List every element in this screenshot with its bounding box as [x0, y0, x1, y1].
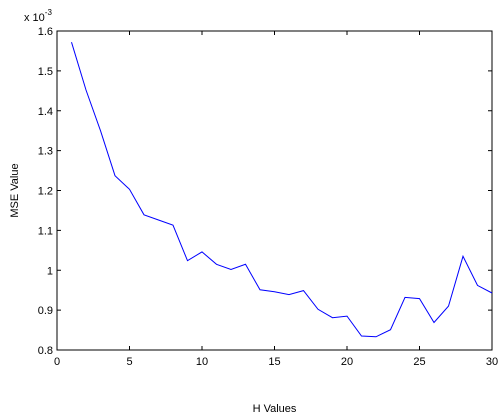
y-scale-factor: x 10-3 [24, 8, 52, 24]
mse-series-line [71, 42, 493, 338]
x-tick-label: 10 [196, 356, 208, 368]
y-tick-label: 1 [47, 265, 53, 277]
y-tick-label: 1.4 [38, 106, 53, 118]
y-tick-label: 1.2 [38, 186, 53, 198]
y-tick-label: 0.8 [38, 345, 53, 357]
x-axis-ticks: 0 5 10 15 20 25 30 [54, 31, 498, 368]
plot-frame [56, 30, 493, 351]
y-tick-label: 1.5 [38, 66, 53, 78]
y-tick-label: 0.9 [38, 305, 53, 317]
y-tick-label: 1.3 [38, 146, 53, 158]
y-axis-label: MSE Value [9, 163, 21, 217]
x-tick-label: 20 [341, 356, 353, 368]
x-tick-label: 5 [126, 356, 132, 368]
x-axis-label: H Values [253, 403, 297, 415]
y-axis-ticks: 0.8 0.9 1 1.1 1.2 1.3 1.4 1.5 1.6 [38, 26, 492, 357]
y-tick-label: 1.1 [38, 225, 53, 237]
y-tick-label: 1.6 [38, 26, 53, 38]
x-tick-label: 25 [413, 356, 425, 368]
x-tick-label: 15 [268, 356, 280, 368]
x-tick-label: 30 [486, 356, 498, 368]
series-layer [71, 42, 493, 338]
plot-area: 0 5 10 15 20 25 30 0.8 0.9 1 1.1 1.2 1.3 1.4 1.5 1.6 [38, 26, 498, 368]
x-tick-label: 0 [54, 356, 60, 368]
